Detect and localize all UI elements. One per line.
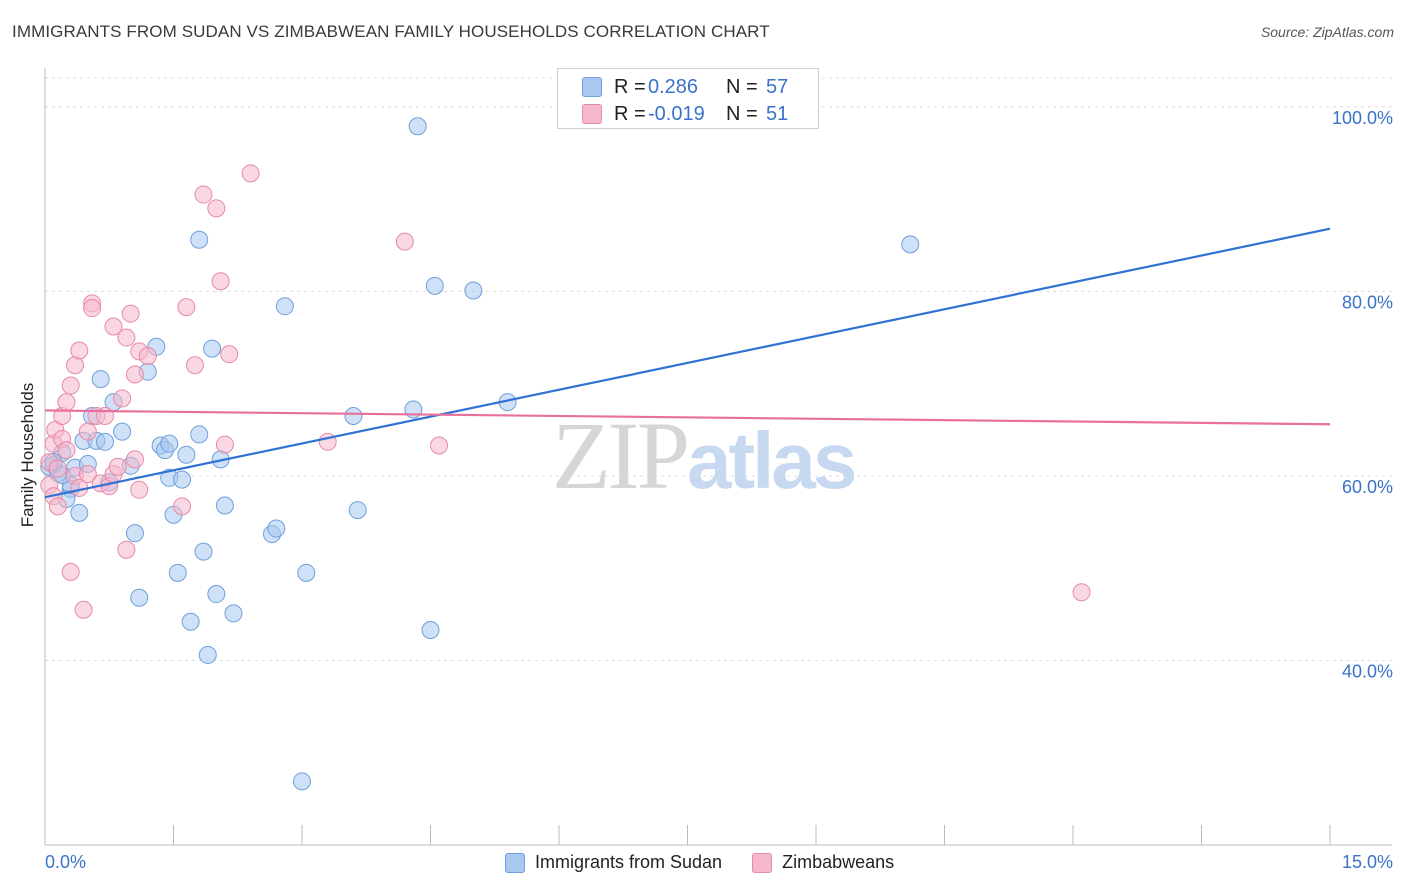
stats-legend: R = 0.286 N = 57 R = -0.019 N = 51 (557, 68, 819, 129)
zimbabwean-point (113, 389, 132, 408)
zimbabwean-point (173, 497, 192, 516)
legend-label: Zimbabweans (782, 852, 895, 872)
y-tick-label: 60.0% (1342, 477, 1393, 497)
sudan-point (421, 621, 440, 640)
zimbabwean-point (78, 465, 97, 484)
zimbabwean-point (74, 600, 93, 619)
zimbabwean-point (138, 347, 157, 366)
x-tick-label: 0.0% (45, 852, 86, 872)
sudan-trend-line (44, 227, 1331, 499)
zimbabwean-point (48, 459, 67, 478)
sudan-point (95, 432, 114, 451)
source-label: Source: ZipAtlas.com (1260, 24, 1394, 40)
sudan-point (173, 470, 192, 489)
zimbabwean-trend-line (44, 409, 1331, 426)
zimbabwean-point (430, 436, 449, 455)
zimbabwean-point (185, 356, 204, 375)
legend-item-sudan: Immigrants from Sudan (505, 852, 722, 873)
sudan-point (224, 604, 243, 623)
zimbabwean-point (207, 199, 226, 218)
sudan-point (464, 281, 483, 300)
sudan-point (125, 524, 144, 543)
sudan-point (344, 406, 363, 425)
stats-row-zimbabwe: R = -0.019 N = 51 (582, 102, 788, 126)
sudan-point (190, 230, 209, 249)
zimbabwean-point (125, 450, 144, 469)
r-label: R = (614, 102, 646, 125)
sudan-point (275, 297, 294, 316)
watermark-zip: ZIP (552, 402, 690, 509)
n-value: 57 (766, 75, 789, 98)
watermark-atlas: atlas (687, 416, 857, 505)
sudan-point (293, 772, 311, 791)
y-tick-label: 80.0% (1342, 292, 1393, 312)
zimbabwean-point (70, 341, 89, 360)
sudan-point (70, 503, 89, 522)
legend-swatch-sudan (582, 77, 602, 97)
zimbabwean-point (241, 164, 260, 183)
r-value: 0.286 (648, 75, 699, 98)
sudan-point (181, 612, 200, 631)
sudan-point (160, 434, 179, 453)
zimbabwean-point (57, 393, 76, 412)
zimbabwean-point (121, 304, 140, 323)
sudan-point (113, 422, 132, 441)
x-tick-label: 15.0% (1342, 852, 1393, 872)
zimbabwean-point (395, 232, 414, 251)
zimbabwean-point (130, 480, 149, 499)
zimbabwean-point (48, 497, 67, 516)
sudan-point (267, 519, 286, 538)
sudan-point (194, 542, 213, 561)
zimbabwean-point (57, 441, 76, 460)
sudan-point (168, 563, 187, 582)
zimbabwean-point (177, 298, 196, 317)
zimbabwean-point (215, 435, 234, 454)
sudan-point (348, 501, 367, 520)
sudan-point (901, 235, 920, 254)
y-axis-label: Family Households (18, 382, 37, 528)
zimbabwean-point (61, 562, 80, 581)
zimbabwean-point (104, 317, 123, 336)
n-label: N = (726, 102, 758, 125)
zimbabwean-point (194, 185, 213, 204)
legend-swatch (752, 852, 773, 873)
zimbabwean-point (83, 299, 102, 318)
zimbabwean-point (117, 328, 136, 347)
sudan-point (425, 276, 444, 295)
y-tick-label: 100.0% (1332, 108, 1393, 128)
r-value: -0.019 (648, 102, 705, 125)
zimbabwean-point (125, 365, 144, 384)
r-label: R = (614, 75, 646, 98)
legend-swatch-zimbabwe (582, 104, 602, 124)
sudan-point (203, 339, 222, 358)
sudan-point (198, 645, 217, 664)
y-tick-label: 40.0% (1342, 661, 1393, 681)
watermark: ZIPatlas (552, 400, 857, 511)
zimbabwean-point (108, 457, 127, 476)
sudan-point (207, 585, 226, 604)
sudan-point (297, 563, 316, 582)
zimbabwean-point (117, 540, 136, 559)
sudan-point (190, 425, 209, 444)
zimbabwean-point (78, 422, 97, 441)
chart-title: IMMIGRANTS FROM SUDAN VS ZIMBABWEAN FAMI… (12, 22, 770, 41)
zimbabwean-point (61, 376, 80, 395)
legend-label: Immigrants from Sudan (535, 852, 723, 872)
sudan-point (215, 496, 234, 515)
n-label: N = (726, 75, 758, 98)
series-legend: Immigrants from Sudan Zimbabweans (505, 852, 924, 873)
sudan-point (177, 445, 196, 464)
sudan-point (408, 117, 427, 136)
sudan-point (130, 588, 149, 607)
zimbabwean-point (1072, 583, 1091, 602)
zimbabwean-point (220, 345, 239, 364)
n-value: 51 (766, 102, 789, 125)
legend-swatch (505, 852, 525, 873)
stats-row-sudan: R = 0.286 N = 57 (582, 75, 788, 99)
legend-item-zimbabweans: Zimbabweans (752, 852, 894, 873)
sudan-point (91, 370, 110, 389)
zimbabwean-point (211, 272, 230, 291)
